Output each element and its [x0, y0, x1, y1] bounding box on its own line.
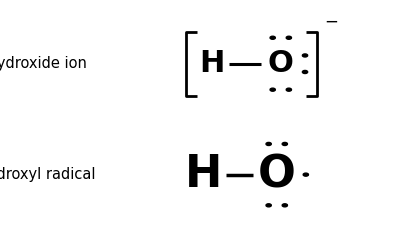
Text: −: −: [324, 13, 338, 31]
Text: Hydroxide ion: Hydroxide ion: [0, 56, 87, 71]
Circle shape: [282, 142, 288, 145]
Circle shape: [302, 71, 308, 74]
Circle shape: [302, 54, 308, 57]
Text: Hydroxyl radical: Hydroxyl radical: [0, 167, 96, 182]
Circle shape: [286, 36, 292, 39]
Text: H: H: [185, 153, 223, 196]
Circle shape: [303, 173, 308, 176]
Circle shape: [266, 142, 271, 145]
Circle shape: [286, 88, 292, 91]
Circle shape: [270, 88, 276, 91]
Circle shape: [266, 204, 271, 207]
Circle shape: [270, 36, 276, 39]
Text: O: O: [258, 153, 296, 196]
Text: H: H: [200, 49, 225, 78]
Circle shape: [282, 204, 288, 207]
Text: O: O: [268, 49, 294, 78]
